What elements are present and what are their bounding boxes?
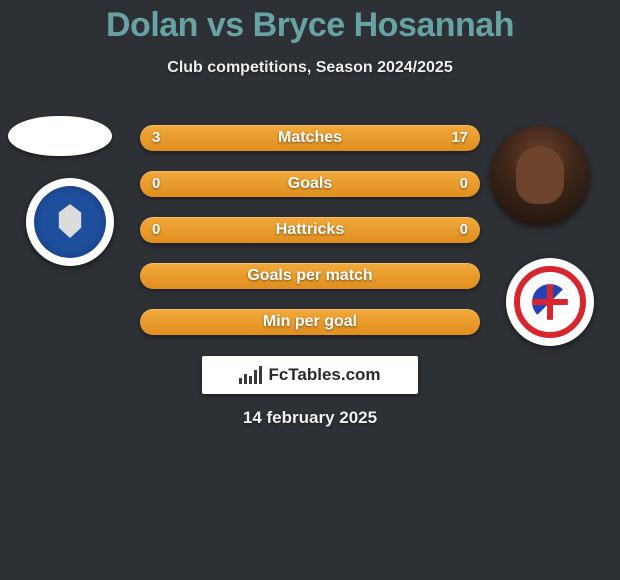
player-right-avatar xyxy=(490,126,590,226)
stat-label: Hattricks xyxy=(140,217,480,243)
stat-right-value: 0 xyxy=(460,171,468,197)
stat-label: Min per goal xyxy=(140,309,480,335)
stat-row: 3 Matches 17 xyxy=(140,125,480,151)
date-label: 14 february 2025 xyxy=(0,408,620,428)
stat-label: Matches xyxy=(140,125,480,151)
stat-label: Goals per match xyxy=(140,263,480,289)
stat-row: Min per goal xyxy=(140,309,480,335)
stat-right-value: 17 xyxy=(451,125,468,151)
stat-row: 0 Goals 0 xyxy=(140,171,480,197)
stat-bars: 3 Matches 17 0 Goals 0 0 Hattricks 0 Goa… xyxy=(140,125,480,355)
subtitle: Club competitions, Season 2024/2025 xyxy=(0,59,620,77)
stat-row: 0 Hattricks 0 xyxy=(140,217,480,243)
stat-row: Goals per match xyxy=(140,263,480,289)
player-right-club-badge xyxy=(506,258,594,346)
player-left-club-badge xyxy=(26,178,114,266)
barchart-icon xyxy=(239,366,262,384)
page-title: Dolan vs Bryce Hosannah xyxy=(0,0,620,45)
source-logo-text: FcTables.com xyxy=(268,365,380,385)
player-left-avatar xyxy=(8,116,112,156)
source-logo: FcTables.com xyxy=(202,356,418,394)
stat-label: Goals xyxy=(140,171,480,197)
stat-right-value: 0 xyxy=(460,217,468,243)
